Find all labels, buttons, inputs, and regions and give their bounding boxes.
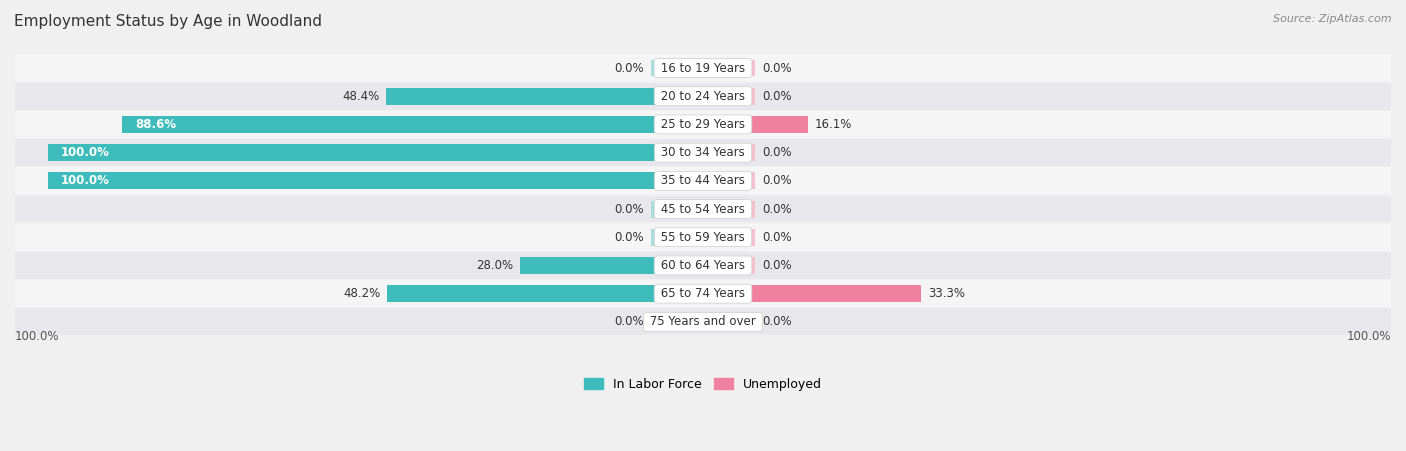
Text: 0.0%: 0.0%	[762, 259, 792, 272]
Bar	[703, 201, 755, 217]
Text: 48.2%: 48.2%	[343, 287, 381, 300]
Text: 55 to 59 Years: 55 to 59 Years	[657, 231, 749, 244]
Text: 16.1%: 16.1%	[815, 118, 852, 131]
Text: 0.0%: 0.0%	[614, 231, 644, 244]
Bar	[15, 167, 1391, 194]
Text: Source: ZipAtlas.com: Source: ZipAtlas.com	[1274, 14, 1392, 23]
Text: 100.0%: 100.0%	[1347, 330, 1391, 343]
Text: 0.0%: 0.0%	[762, 231, 792, 244]
Text: 75 Years and over: 75 Years and over	[647, 315, 759, 328]
Bar	[15, 139, 1391, 166]
Bar	[15, 55, 1391, 81]
Bar	[122, 116, 703, 133]
Bar	[703, 60, 755, 77]
Text: 0.0%: 0.0%	[762, 146, 792, 159]
Text: 30 to 34 Years: 30 to 34 Years	[657, 146, 749, 159]
Bar	[387, 285, 703, 302]
Bar	[15, 196, 1391, 222]
Bar	[703, 313, 755, 330]
Text: 60 to 64 Years: 60 to 64 Years	[657, 259, 749, 272]
Legend: In Labor Force, Unemployed: In Labor Force, Unemployed	[579, 373, 827, 396]
Bar	[48, 144, 703, 161]
Bar	[651, 201, 703, 217]
Text: 0.0%: 0.0%	[762, 315, 792, 328]
Bar	[703, 257, 755, 274]
Bar	[703, 285, 921, 302]
Text: 16 to 19 Years: 16 to 19 Years	[657, 61, 749, 74]
Bar	[703, 229, 755, 246]
Bar	[385, 88, 703, 105]
Text: 0.0%: 0.0%	[614, 315, 644, 328]
Bar	[651, 229, 703, 246]
Text: 0.0%: 0.0%	[762, 90, 792, 103]
Bar	[15, 224, 1391, 251]
Text: 25 to 29 Years: 25 to 29 Years	[657, 118, 749, 131]
Text: 45 to 54 Years: 45 to 54 Years	[657, 202, 749, 216]
Bar	[15, 308, 1391, 335]
Text: 20 to 24 Years: 20 to 24 Years	[657, 90, 749, 103]
Text: 0.0%: 0.0%	[614, 202, 644, 216]
Bar	[703, 172, 755, 189]
Text: 48.4%: 48.4%	[342, 90, 380, 103]
Text: 0.0%: 0.0%	[762, 175, 792, 187]
Text: Employment Status by Age in Woodland: Employment Status by Age in Woodland	[14, 14, 322, 28]
Bar	[15, 252, 1391, 279]
Bar	[15, 280, 1391, 307]
Bar	[48, 172, 703, 189]
Bar	[703, 116, 808, 133]
Bar	[520, 257, 703, 274]
Bar	[703, 144, 755, 161]
Bar	[703, 88, 755, 105]
Text: 100.0%: 100.0%	[60, 175, 110, 187]
Text: 65 to 74 Years: 65 to 74 Years	[657, 287, 749, 300]
Bar	[15, 111, 1391, 138]
Bar	[651, 313, 703, 330]
Text: 28.0%: 28.0%	[475, 259, 513, 272]
Text: 0.0%: 0.0%	[762, 202, 792, 216]
Text: 88.6%: 88.6%	[135, 118, 177, 131]
Text: 0.0%: 0.0%	[614, 61, 644, 74]
Text: 100.0%: 100.0%	[60, 146, 110, 159]
Text: 0.0%: 0.0%	[762, 61, 792, 74]
Bar	[651, 60, 703, 77]
Text: 100.0%: 100.0%	[15, 330, 59, 343]
Bar	[15, 83, 1391, 110]
Text: 35 to 44 Years: 35 to 44 Years	[657, 175, 749, 187]
Text: 33.3%: 33.3%	[928, 287, 965, 300]
